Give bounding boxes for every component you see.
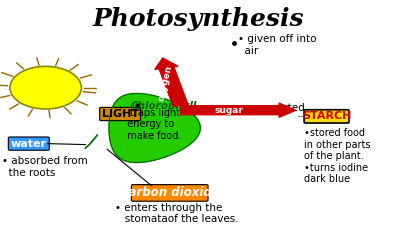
Text: • enters through the
   stomataof the leaves.: • enters through the stomataof the leave… <box>115 203 239 224</box>
Text: • traps light
  energy to
  make food.: • traps light energy to make food. <box>121 108 181 141</box>
Text: •stored food
in other parts
of the plant.
•turns iodine
dark blue: •stored food in other parts of the plant… <box>304 128 370 184</box>
FancyArrow shape <box>181 103 296 117</box>
Circle shape <box>10 66 81 109</box>
FancyArrow shape <box>155 58 188 106</box>
Text: oxygen: oxygen <box>157 64 174 102</box>
Text: STARCH: STARCH <box>302 111 351 121</box>
Text: Photosynthesis: Photosynthesis <box>93 7 304 31</box>
Text: • given off into
  air: • given off into air <box>238 34 317 56</box>
FancyBboxPatch shape <box>100 107 141 121</box>
Text: water: water <box>11 139 47 149</box>
Text: Chlorophyll: Chlorophyll <box>131 101 197 111</box>
FancyBboxPatch shape <box>304 110 349 123</box>
Text: LIGHT: LIGHT <box>102 109 139 119</box>
Text: Carbon dioxide: Carbon dioxide <box>120 187 220 199</box>
FancyBboxPatch shape <box>131 185 208 201</box>
Text: • absorbed from
  the roots: • absorbed from the roots <box>2 156 88 178</box>
Text: converted: converted <box>252 103 305 113</box>
Polygon shape <box>109 93 200 163</box>
FancyBboxPatch shape <box>8 137 49 150</box>
Text: sugar: sugar <box>214 106 243 115</box>
